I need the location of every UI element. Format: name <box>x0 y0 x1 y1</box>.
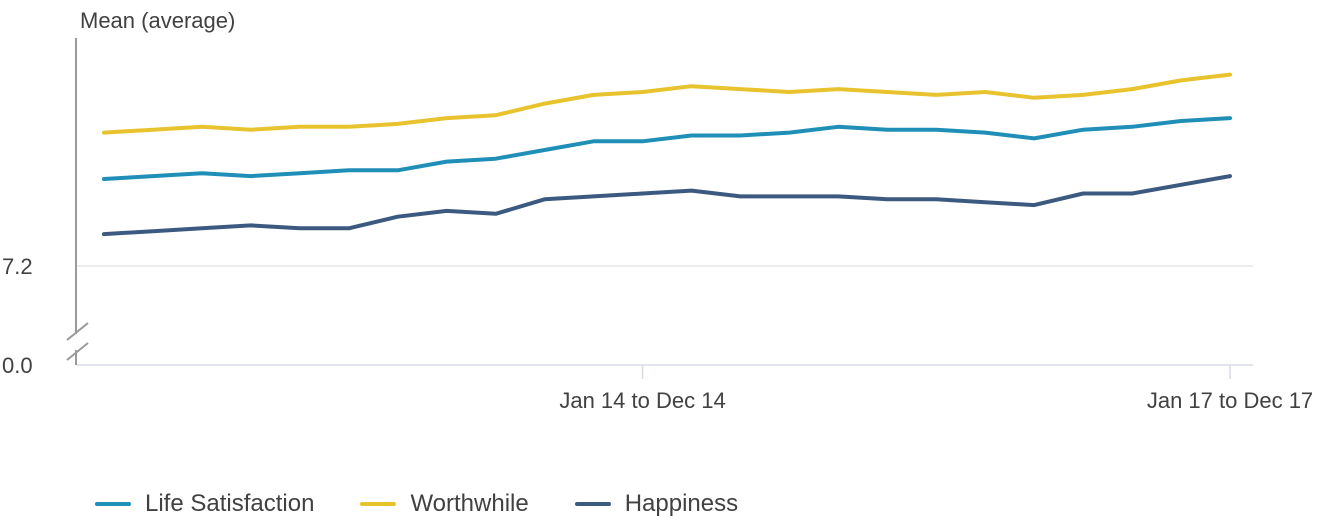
series-line-happiness <box>102 174 1232 237</box>
y-tick-labels: 0.0 7.2 <box>2 254 33 378</box>
legend-label: Happiness <box>624 490 739 517</box>
x-tick-label: Jan 17 to Dec 17 <box>1147 388 1313 413</box>
y-tick-label: 7.2 <box>2 254 33 279</box>
y-axis-label: Mean (average) <box>80 8 235 33</box>
legend-swatch <box>360 502 397 506</box>
x-tick-labels: Jan 14 to Dec 14 Jan 17 to Dec 17 <box>559 365 1313 413</box>
series-line-worthwhile <box>102 72 1232 135</box>
y-tick-label: 0.0 <box>2 353 33 378</box>
legend: Life Satisfaction Worthwhile Happiness <box>95 490 738 518</box>
axis-break-mark <box>66 322 89 341</box>
legend-item: Life Satisfaction <box>95 490 314 518</box>
legend-swatch <box>95 502 131 506</box>
legend-item: Happiness <box>574 490 739 518</box>
series-lines <box>102 72 1232 237</box>
axes <box>66 38 1253 366</box>
series-line-life-satisfaction <box>102 116 1232 181</box>
legend-item: Worthwhile <box>360 490 529 518</box>
legend-label: Worthwhile <box>410 490 529 517</box>
legend-swatch <box>574 502 611 506</box>
axis-break-mark <box>66 342 89 361</box>
x-tick-label: Jan 14 to Dec 14 <box>559 388 725 413</box>
legend-label: Life Satisfaction <box>145 490 315 517</box>
